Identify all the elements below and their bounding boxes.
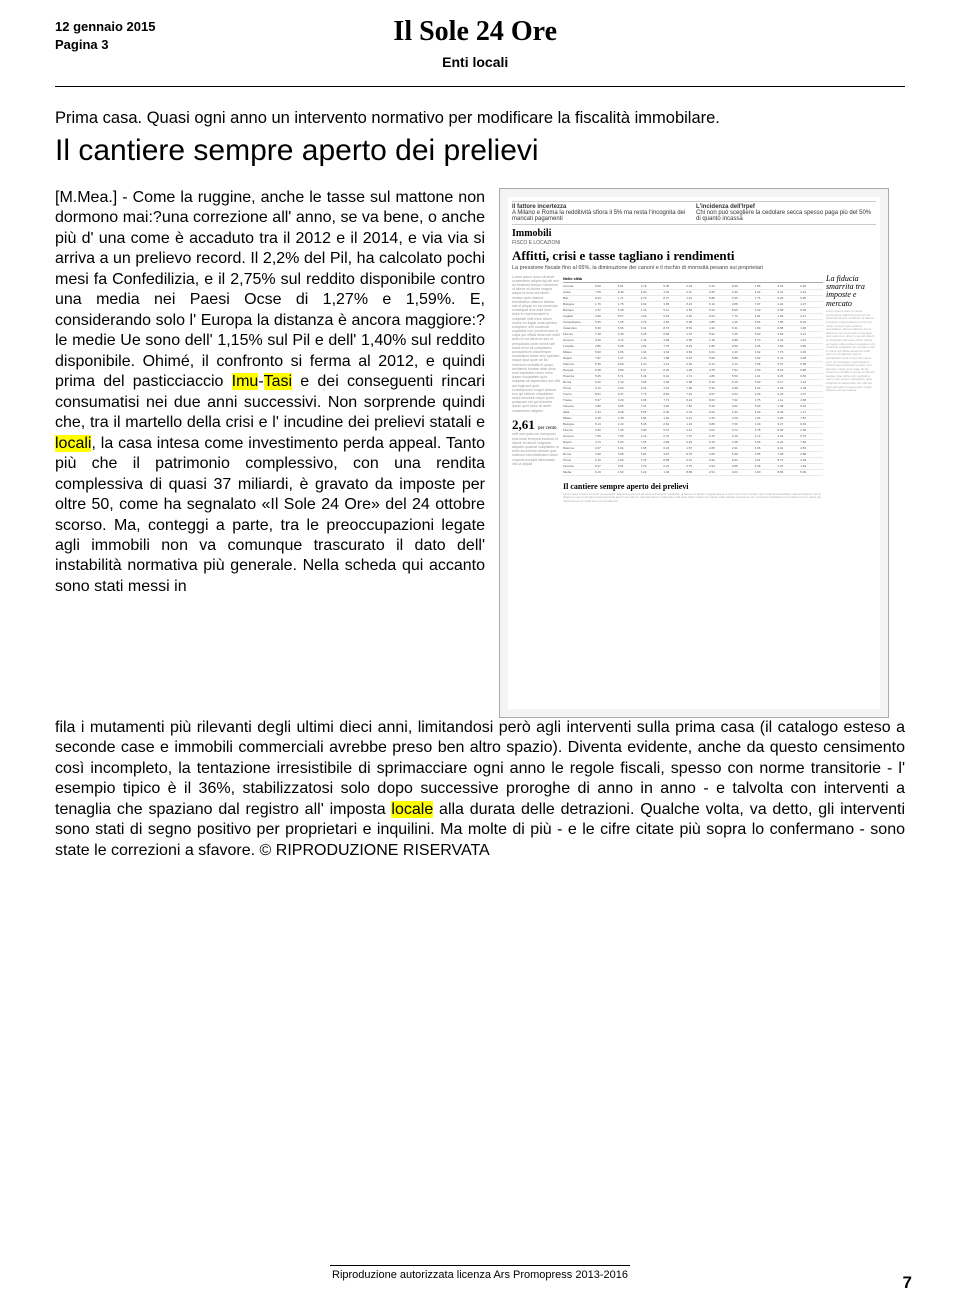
page-number: 7 [903,1273,912,1293]
clip-sub-headline: Il cantiere sempre aperto dei prelievi [563,482,823,491]
clipping-topbar: Il fattore incertezzaA Milano e Roma la … [512,201,876,225]
license-text: Riproduzione autorizzata licenza Ars Pro… [332,1269,628,1281]
content-wrap: [M.Mea.] - Come la ruggine, anche le tas… [55,188,905,718]
highlight-imu: Imu [232,373,259,390]
highlight-tasi: Tasi [264,373,292,390]
article-body-continue: fila i mutamenti più rilevanti degli ult… [55,718,905,861]
body-mid3: , la casa intesa come investimento perda… [55,435,485,595]
clip-table: Nelle città Ancona5.605.612.795.964.242.… [563,275,823,504]
clip-text-col: Lorem ipsum dolor sit amet consectetur a… [512,275,560,504]
clip-topbar-mid: A Milano e Roma la redditività sfiora il… [512,210,685,222]
clip-sidebar-head: La fiducia smarrita tra imposte e mercat… [826,275,876,309]
clip-callout: 2,61 per cento [512,417,560,433]
header-row: 12 gennaio 2015 Pagina 3 Il Sole 24 Ore … [55,18,905,70]
section-label: Enti locali [155,54,795,70]
clip-deck: La pressione fiscale fino al 65%, la dim… [512,265,876,271]
highlight-locali: locali [55,435,91,452]
clip-table-header: Nelle città [563,275,823,283]
clip-subsection: FISCO E LOCAZIONI [512,240,876,246]
article-headline: Il cantiere sempre aperto dei prelievi [55,134,905,168]
article-kicker: Prima casa. Quasi ogni anno un intervent… [55,109,905,128]
body-mid1: - [258,373,263,390]
body-lead: [M.Mea.] - Come la ruggine, anche le tas… [55,189,485,390]
clip-headline: Affitti, crisi e tasse tagliano i rendim… [512,249,876,263]
clipping-thumbnail: Il fattore incertezzaA Milano e Roma la … [499,188,889,718]
clip-topbar-right: Chi non può scegliere la cedolare secca … [696,210,871,222]
clip-callout-label: per cento [538,426,556,431]
article-body-col: [M.Mea.] - Come la ruggine, anche le tas… [55,188,485,718]
header-page: Pagina 3 [55,36,155,54]
clip-section: Immobili [512,228,876,239]
header-left: 12 gennaio 2015 Pagina 3 [55,18,155,53]
highlight-locale: locale [391,801,433,818]
masthead: Il Sole 24 Ore [155,16,795,48]
clipping-inner: Il fattore incertezzaA Milano e Roma la … [508,197,880,709]
footer-license: Riproduzione autorizzata licenza Ars Pro… [0,1265,960,1281]
clip-table-row: Media6.194.526.221.408.892.514.032.908.8… [563,470,823,476]
license-rule [330,1265,630,1266]
header-rule [55,86,905,87]
clip-callout-val: 2,61 [512,417,535,432]
clip-sidebar: La fiducia smarrita tra imposte e mercat… [826,275,876,504]
header-date: 12 gennaio 2015 [55,18,155,36]
clip-body: Lorem ipsum dolor sit amet consectetur a… [512,275,876,504]
